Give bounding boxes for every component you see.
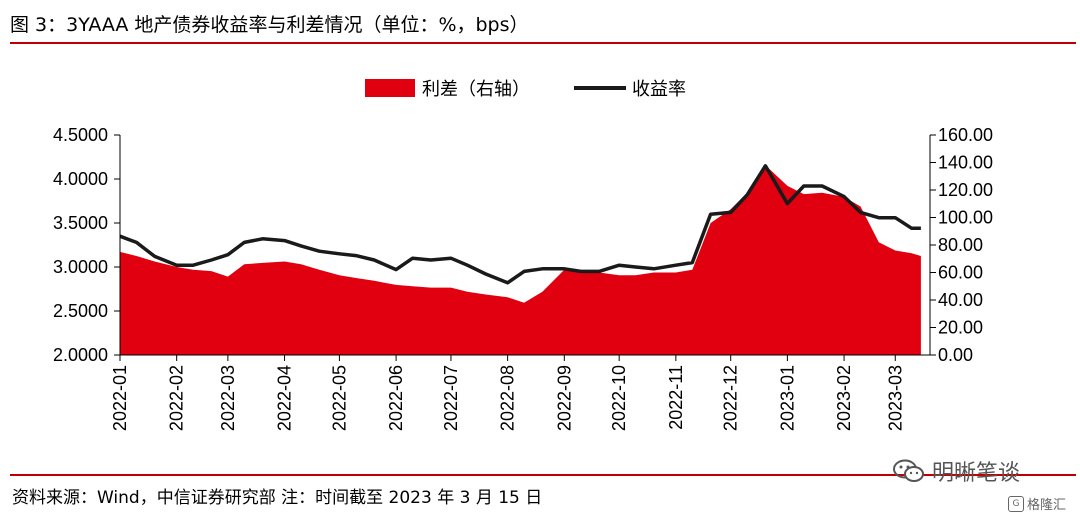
x-tick-label: 2023-02 xyxy=(834,365,854,431)
top-rule xyxy=(10,42,1076,44)
x-tick-label: 2022-05 xyxy=(329,365,349,431)
figure-title: 图 3：3YAAA 地产债券收益率与利差情况（单位：%，bps） xyxy=(10,14,529,36)
right-tick-label: 20.00 xyxy=(938,318,983,338)
x-tick-label: 2022-10 xyxy=(609,365,629,431)
legend-swatch-spread xyxy=(365,79,415,97)
watermark-secondary: G 格隆汇 xyxy=(1008,494,1066,513)
left-tick-label: 2.5000 xyxy=(53,301,108,321)
left-tick-label: 3.5000 xyxy=(53,213,108,233)
bottom-rule xyxy=(10,474,1076,476)
left-tick-label: 4.5000 xyxy=(53,125,108,145)
watermark-secondary-text: 格隆汇 xyxy=(1027,498,1067,513)
x-tick-label: 2022-09 xyxy=(554,365,574,431)
right-tick-label: 80.00 xyxy=(938,235,983,255)
legend-label-yield: 收益率 xyxy=(632,79,686,100)
left-tick-label: 4.0000 xyxy=(53,169,108,189)
x-tick-label: 2022-07 xyxy=(441,365,461,431)
x-tick-label: 2022-06 xyxy=(386,365,406,431)
x-tick-label: 2023-03 xyxy=(885,365,905,431)
x-tick-label: 2022-11 xyxy=(666,365,686,430)
x-tick-label: 2022-03 xyxy=(218,365,238,431)
axes: 2.0000 2.5000 3.0000 3.5000 4.0000 4.5000 0.00… xyxy=(53,125,993,431)
spread-area xyxy=(120,165,921,355)
right-tick-label: 0.00 xyxy=(938,345,973,365)
right-tick-label: 60.00 xyxy=(938,263,983,283)
plot-area xyxy=(119,164,921,355)
x-tick-label: 2022-02 xyxy=(167,365,187,431)
legend-label-spread: 利差（右轴） xyxy=(422,79,530,100)
right-tick-label: 40.00 xyxy=(938,290,983,310)
x-tick-label: 2022-08 xyxy=(498,365,518,431)
x-tick-label: 2023-01 xyxy=(777,365,797,431)
x-tick-label: 2022-01 xyxy=(110,365,130,431)
legend: 利差（右轴） 收益率 xyxy=(365,79,686,100)
left-tick-label: 3.0000 xyxy=(53,257,108,277)
right-tick-label: 100.00 xyxy=(938,208,993,228)
x-tick-label: 2022-12 xyxy=(721,365,741,431)
gelonghui-icon: G xyxy=(1008,495,1024,512)
right-tick-label: 160.00 xyxy=(938,125,993,145)
x-tick-label: 2022-04 xyxy=(275,365,295,431)
chart: 利差（右轴） 收益率 2.0000 2.5000 3.0000 3.5000 4.000… xyxy=(53,79,993,431)
watermark-text: 明晰笔谈 xyxy=(932,461,1021,486)
source-note: 资料来源：Wind，中信证券研究部 注：时间截至 2023 年 3 月 15 日 xyxy=(12,488,543,508)
wechat-icon xyxy=(893,459,924,482)
left-tick-label: 2.0000 xyxy=(53,345,108,365)
watermark: 明晰笔谈 xyxy=(892,455,1020,487)
yield-line xyxy=(119,164,921,285)
right-tick-label: 120.00 xyxy=(938,180,993,200)
right-tick-label: 140.00 xyxy=(938,153,993,173)
